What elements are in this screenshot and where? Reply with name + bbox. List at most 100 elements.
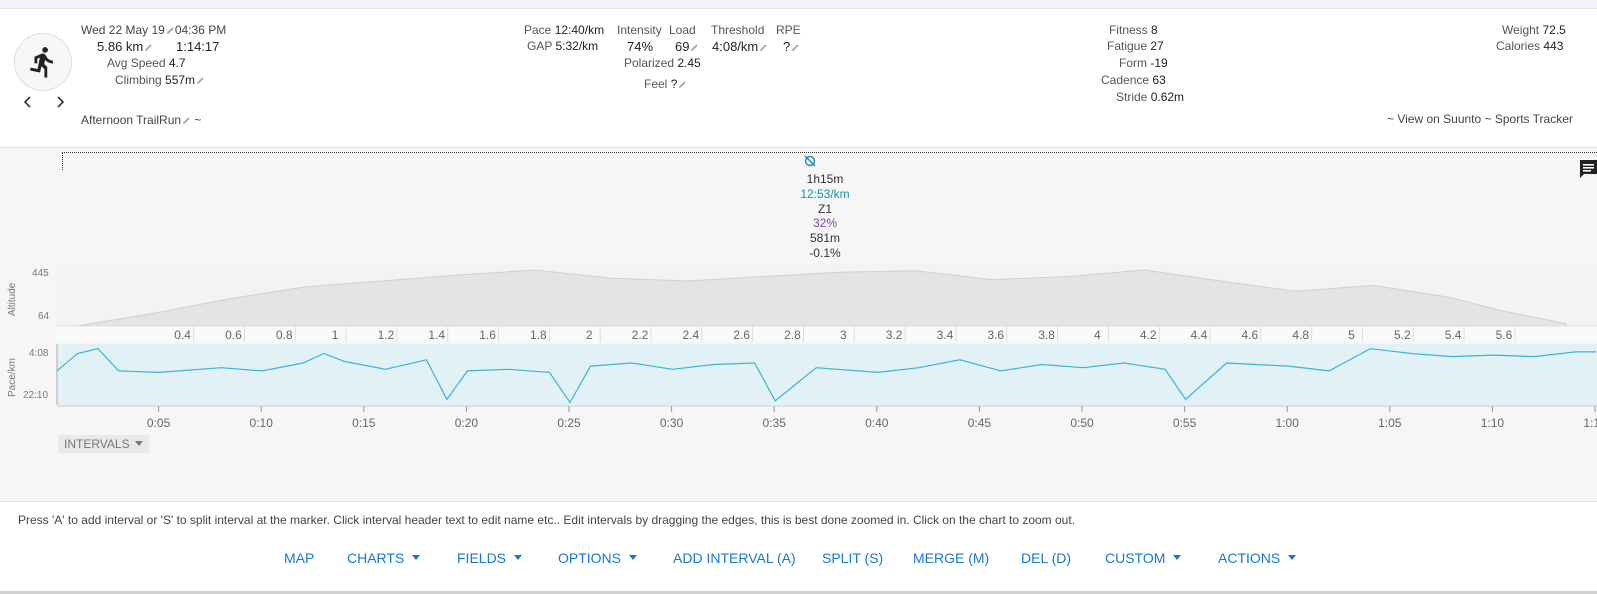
- pencil-icon[interactable]: [678, 78, 687, 89]
- activity-date[interactable]: Wed 22 May 19: [81, 23, 165, 37]
- caret-down-icon: [412, 555, 421, 560]
- interval-selection[interactable]: [62, 152, 1597, 170]
- feel-label: Feel: [644, 77, 668, 91]
- pencil-icon[interactable]: [759, 40, 768, 52]
- pencil-icon[interactable]: [196, 74, 205, 85]
- distance-tick-label: 0.4: [174, 328, 191, 342]
- load-number: 69: [675, 39, 690, 54]
- top-bar: [0, 0, 1597, 9]
- distance-tick-label: 3.8: [1038, 328, 1055, 342]
- distance-tick-label: 2: [586, 328, 593, 342]
- pencil-icon[interactable]: [182, 114, 191, 125]
- pace-area: [57, 348, 1596, 405]
- caret-down-icon: [1288, 555, 1297, 560]
- time-tick-label: 0:25: [557, 416, 581, 430]
- charts-button[interactable]: CHARTS: [347, 550, 421, 566]
- intervals-dropdown[interactable]: INTERVALS: [58, 435, 149, 453]
- activity-chart[interactable]: 1h15m 12:53/km Z1 32% 581m -0.1% Altitud…: [0, 147, 1597, 501]
- distance-tick-label: 5: [1348, 328, 1355, 342]
- activity-header: Wed 22 May 19 04:36 PM 5.86 km 1:14:17 Av…: [0, 9, 1597, 147]
- options-button[interactable]: OPTIONS: [558, 550, 638, 566]
- merge-button[interactable]: MERGE (M): [913, 550, 990, 566]
- intensity-value: 74%: [627, 39, 654, 54]
- activity-name-text: Afternoon TrailRun: [81, 113, 182, 127]
- map-button[interactable]: MAP: [284, 550, 315, 566]
- gap-value: 5:32/km: [555, 39, 599, 53]
- fields-button[interactable]: FIELDS: [457, 550, 523, 566]
- pencil-icon[interactable]: [144, 40, 153, 52]
- rpe-value[interactable]: ?: [783, 39, 800, 54]
- intervals-label: INTERVALS: [64, 437, 130, 451]
- custom-label: CUSTOM: [1105, 550, 1166, 566]
- view-on-links[interactable]: ~ View on Suunto ~ Sports Tracker: [1387, 112, 1573, 126]
- chart-canvas[interactable]: 0.4 0.6 0.8 1 1.2 1.4 1.6 1.8 2 2.2 2.4 2.6 2.8 3 3.2 3…: [0, 148, 1597, 438]
- cadence-value: 63: [1152, 73, 1166, 87]
- activity-distance[interactable]: 5.86 km: [97, 39, 153, 54]
- pace: Pace 12:40/km: [524, 23, 604, 37]
- distance-tick-label: 2.4: [682, 328, 699, 342]
- calories-label: Calories: [1496, 39, 1541, 53]
- custom-button[interactable]: CUSTOM: [1105, 550, 1182, 566]
- pencil-icon[interactable]: [690, 40, 699, 52]
- calories: Calories 443: [1496, 39, 1563, 53]
- bottom-border: [0, 591, 1597, 594]
- distance-tick-label: 0.6: [225, 328, 242, 342]
- interval-duration: 1h15m: [806, 172, 844, 186]
- interval-percent: 32%: [812, 216, 838, 230]
- pace-value: 12:40/km: [554, 23, 605, 37]
- chevron-left-icon: [23, 96, 31, 108]
- threshold-value[interactable]: 4:08/km: [712, 39, 768, 54]
- charts-label: CHARTS: [347, 550, 405, 566]
- avg-speed-label: Avg Speed: [107, 56, 166, 70]
- load-value[interactable]: 69: [675, 39, 699, 54]
- cadence: Cadence 63: [1101, 73, 1166, 87]
- previous-activity-button[interactable]: [21, 95, 35, 109]
- distance-tick-label: 5.6: [1496, 328, 1513, 342]
- run-icon: [30, 47, 53, 78]
- actions-button[interactable]: ACTIONS: [1218, 550, 1297, 566]
- footer: Press 'A' to add interval or 'S' to spli…: [0, 501, 1597, 594]
- fitness-label: Fitness: [1109, 23, 1148, 37]
- distance-tick-label: 0.8: [276, 328, 293, 342]
- weight: Weight 72.5: [1502, 23, 1566, 37]
- distance-value: 5.86 km: [97, 39, 144, 54]
- avg-speed-value: 4.7: [168, 56, 186, 70]
- distance-tick-label: 4.8: [1292, 328, 1309, 342]
- distance-tick-label: 5.2: [1394, 328, 1411, 342]
- distance-tick-label: 2.8: [784, 328, 801, 342]
- fields-label: FIELDS: [457, 550, 507, 566]
- actions-label: ACTIONS: [1218, 550, 1281, 566]
- pencil-icon[interactable]: [166, 24, 175, 35]
- next-activity-button[interactable]: [53, 95, 67, 109]
- form-value: -19: [1150, 56, 1168, 70]
- climbing-value[interactable]: 557m: [165, 73, 196, 87]
- distance-tick-label: 2.6: [733, 328, 750, 342]
- interval-climb: 581m: [809, 231, 841, 245]
- pencil-icon[interactable]: [791, 40, 800, 52]
- feel[interactable]: Feel ?: [644, 77, 687, 91]
- load-label: Load: [669, 23, 696, 37]
- distance-tick-label: 4.6: [1241, 328, 1258, 342]
- chevron-right-icon: [57, 96, 65, 108]
- pace-top-tick: 4:08: [29, 348, 49, 359]
- add-interval-button[interactable]: ADD INTERVAL (A): [673, 550, 796, 566]
- comment-icon[interactable]: [1578, 158, 1597, 180]
- activity-time: 04:36 PM: [174, 23, 227, 37]
- gap-label: GAP: [527, 39, 553, 53]
- time-tick-label: 0:35: [763, 416, 787, 430]
- fatigue: Fatigue 27: [1107, 39, 1164, 53]
- activity-type-icon[interactable]: [14, 33, 72, 91]
- time-tick-label: 1:05: [1378, 416, 1402, 430]
- altitude-min-tick: 64: [38, 311, 50, 322]
- fitness: Fitness 8: [1109, 23, 1158, 37]
- distance-tick-label: 4: [1094, 328, 1101, 342]
- activity-name[interactable]: Afternoon TrailRun ~: [81, 113, 201, 127]
- time-tick-label: 0:50: [1070, 416, 1094, 430]
- calories-value[interactable]: 443: [1543, 39, 1564, 53]
- delete-button[interactable]: DEL (D): [1021, 550, 1072, 566]
- interval-lock-icon[interactable]: [803, 154, 817, 168]
- form-label: Form: [1119, 56, 1147, 70]
- activity-date-time: Wed 22 May 19 04:36 PM: [81, 23, 226, 37]
- split-button[interactable]: SPLIT (S): [822, 550, 884, 566]
- stride-value: 0.62m: [1150, 90, 1185, 104]
